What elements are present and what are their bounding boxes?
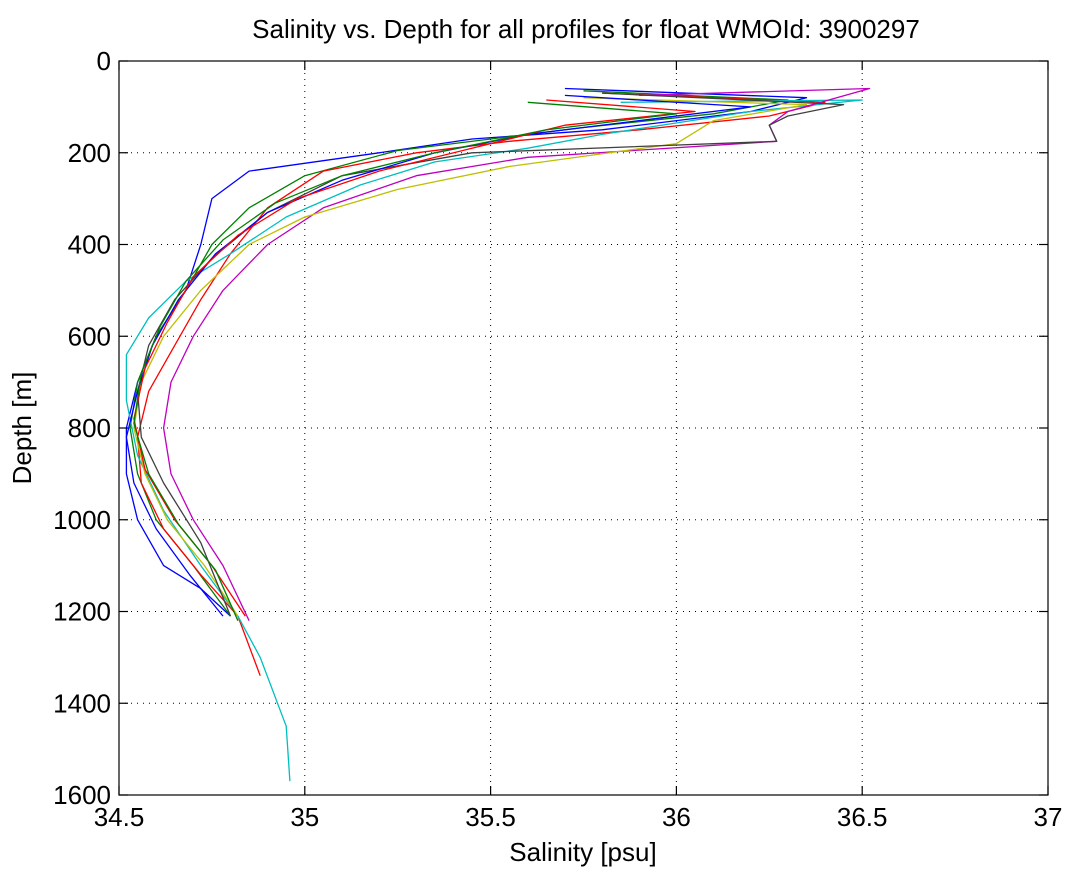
- x-tick-label: 34.5: [94, 802, 145, 832]
- y-tick-label: 200: [68, 138, 111, 168]
- profile-line-1: [125, 87, 808, 617]
- profile-line-5: [162, 87, 871, 621]
- y-tick-label: 800: [68, 413, 111, 443]
- chart-title: Salinity vs. Depth for all profiles for …: [252, 14, 920, 44]
- y-axis-label: Depth [m]: [7, 372, 37, 485]
- profile-line-8: [125, 94, 752, 617]
- x-tick-labels: 34.5 35 35.5 36 36.5 37: [94, 802, 1063, 832]
- grid-lines: [119, 61, 1048, 795]
- axis-ticks: [118, 60, 1049, 796]
- profile-line-10: [133, 101, 678, 621]
- x-axis-label: Salinity [psu]: [509, 837, 656, 867]
- y-tick-labels: 0 200 400 600 800 1000 1200 1400 1600: [53, 46, 111, 810]
- y-tick-label: 0: [97, 46, 111, 76]
- y-tick-label: 1400: [53, 688, 111, 718]
- profile-line-6: [133, 97, 808, 617]
- profile-lines: [125, 87, 871, 782]
- y-tick-label: 1000: [53, 505, 111, 535]
- y-tick-label: 1200: [53, 597, 111, 627]
- y-tick-label: 1600: [53, 780, 111, 810]
- x-tick-label: 36: [662, 802, 691, 832]
- y-tick-label: 600: [68, 321, 111, 351]
- y-tick-label: 400: [68, 230, 111, 260]
- x-tick-label: 37: [1034, 802, 1063, 832]
- x-tick-label: 36.5: [837, 802, 888, 832]
- profile-line-7: [136, 92, 845, 617]
- x-tick-label: 35.5: [465, 802, 516, 832]
- x-tick-label: 35: [290, 802, 319, 832]
